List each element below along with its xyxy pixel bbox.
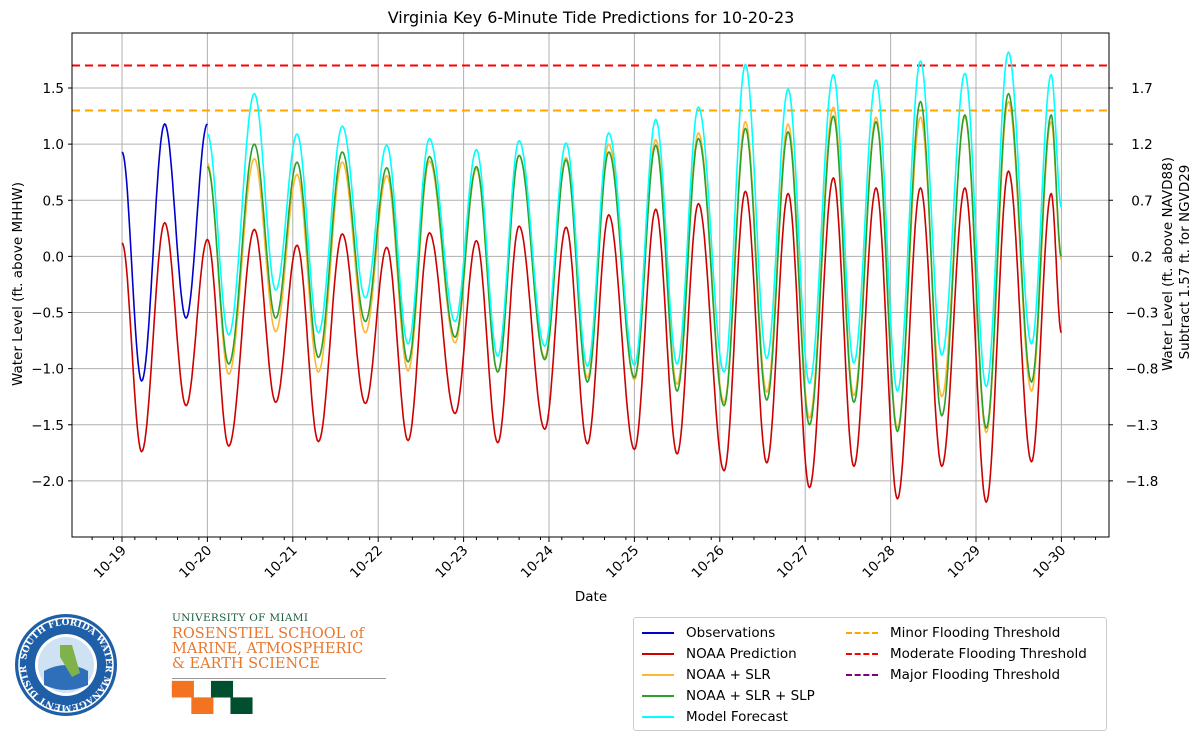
legend-item-noaa-slr-slp: NOAA + SLR + SLP	[642, 685, 815, 706]
grid	[72, 33, 1109, 537]
x-tick-label: 10-19	[91, 543, 130, 582]
legend-label: Model Forecast	[686, 708, 788, 725]
um-school-line-3: & EARTH SCIENCE	[172, 656, 320, 672]
series-line-noaa-prediction	[121, 170, 1063, 503]
legend-label: NOAA + SLR + SLP	[686, 687, 815, 704]
sfwmd-logo: SOUTH FLORIDA WATER MANAGEMENT DISTRICT	[10, 606, 118, 717]
y2-tick-label: 0.2	[1131, 249, 1152, 265]
y-tick-label: −2.0	[31, 474, 64, 490]
legend-swatch	[642, 673, 674, 676]
x-tick-label: 10-23	[432, 543, 471, 582]
legend-swatch	[642, 631, 674, 634]
x-tick-label: 10-30	[1030, 543, 1069, 582]
legend-swatch	[642, 694, 674, 697]
um-logo: UNIVERSITY OF MIAMI ROSENSTIEL SCHOOL of…	[172, 612, 392, 712]
y-tick-label: 1.0	[43, 137, 64, 153]
x-axis-label: Date	[575, 589, 607, 605]
legend-label: Moderate Flooding Threshold	[890, 645, 1087, 662]
y-axis-ticks: −2.0 −1.5 −1.0 −0.5 0.0 0.5 1.0 1.5	[31, 81, 72, 490]
y2-tick-label: −0.3	[1126, 306, 1159, 322]
y2-tick-label: −0.8	[1126, 362, 1159, 378]
y-tick-label: −1.5	[31, 418, 64, 434]
threshold-lines	[72, 64, 1109, 112]
x-tick-label: 10-21	[262, 543, 301, 582]
legend-swatch	[642, 715, 674, 718]
y2-axis-label: Water Level (ft. above NAVD88)	[1160, 157, 1176, 371]
chart-title: Virginia Key 6-Minute Tide Predictions f…	[388, 8, 795, 27]
legend-item-model-forecast: Model Forecast	[642, 706, 815, 727]
legend-item-noaa-prediction: NOAA Prediction	[642, 643, 815, 664]
series-line-noaa-slr-slp	[206, 92, 1063, 433]
y-tick-label: −1.0	[31, 362, 64, 378]
tide-chart: −2.0 −1.5 −1.0 −0.5 0.0 0.5 1.0 1.5 1.7 1.2 0.7 0.…	[10, 8, 1193, 605]
x-tick-label: 10-29	[945, 543, 984, 582]
series-line-observations	[121, 123, 208, 382]
legend-swatch	[846, 631, 878, 634]
y2-axis-ticks: 1.7 1.2 0.7 0.2 −0.3 −0.8 −1.3 −1.8	[1109, 81, 1158, 490]
legend-label: Major Flooding Threshold	[890, 666, 1061, 683]
y-tick-label: 0.0	[43, 249, 64, 265]
x-tick-label: 10-26	[689, 543, 728, 582]
x-tick-label: 10-28	[859, 543, 898, 582]
y2-axis-sublabel: Subtract 1.57 ft. for NGVD29	[1177, 165, 1193, 360]
series-lines	[121, 51, 1063, 503]
series-line-model-forecast	[206, 51, 1063, 392]
y-axis-label: Water Level (ft. above MHHW)	[10, 182, 26, 386]
x-tick-label: 10-20	[176, 543, 215, 582]
legend-item-major-threshold: Major Flooding Threshold	[846, 664, 1087, 685]
y2-tick-label: −1.8	[1126, 474, 1159, 490]
y2-tick-label: 1.2	[1131, 137, 1152, 153]
legend-label: Observations	[686, 624, 776, 641]
x-tick-label: 10-27	[774, 543, 813, 582]
y2-tick-label: −1.3	[1126, 418, 1159, 434]
y-tick-label: 0.5	[43, 193, 64, 209]
x-tick-label: 10-25	[603, 543, 642, 582]
legend-item-moderate-threshold: Moderate Flooding Threshold	[846, 643, 1087, 664]
legend-swatch	[846, 652, 878, 655]
plot-frame	[71, 32, 1110, 538]
um-university-text: UNIVERSITY OF MIAMI	[172, 612, 309, 624]
um-u-logo-icon: ▀▄▀▄	[172, 681, 252, 714]
legend-swatch	[846, 673, 878, 676]
um-school-line-1: ROSENSTIEL SCHOOL of	[172, 626, 364, 642]
legend-label: NOAA Prediction	[686, 645, 797, 662]
legend-item-observations: Observations	[642, 622, 815, 643]
y-tick-label: −0.5	[31, 306, 64, 322]
y2-tick-label: 0.7	[1131, 193, 1152, 209]
legend-item-noaa-slr: NOAA + SLR	[642, 664, 815, 685]
legend-swatch	[642, 652, 674, 655]
legend-label: Minor Flooding Threshold	[890, 624, 1061, 641]
chart-legend: Observations NOAA Prediction NOAA + SLR …	[633, 617, 1107, 731]
x-axis-ticks: 10-19 10-20 10-21 10-22 10-23 10-24 10-25 10-26…	[91, 537, 1097, 582]
legend-item-minor-threshold: Minor Flooding Threshold	[846, 622, 1087, 643]
y-tick-label: 1.5	[43, 81, 64, 97]
um-school-line-2: MARINE, ATMOSPHERIC	[172, 641, 364, 657]
x-tick-label: 10-24	[518, 543, 557, 582]
y2-tick-label: 1.7	[1131, 81, 1152, 97]
x-tick-label: 10-22	[347, 543, 386, 582]
um-divider	[172, 678, 386, 679]
legend-label: NOAA + SLR	[686, 666, 771, 683]
